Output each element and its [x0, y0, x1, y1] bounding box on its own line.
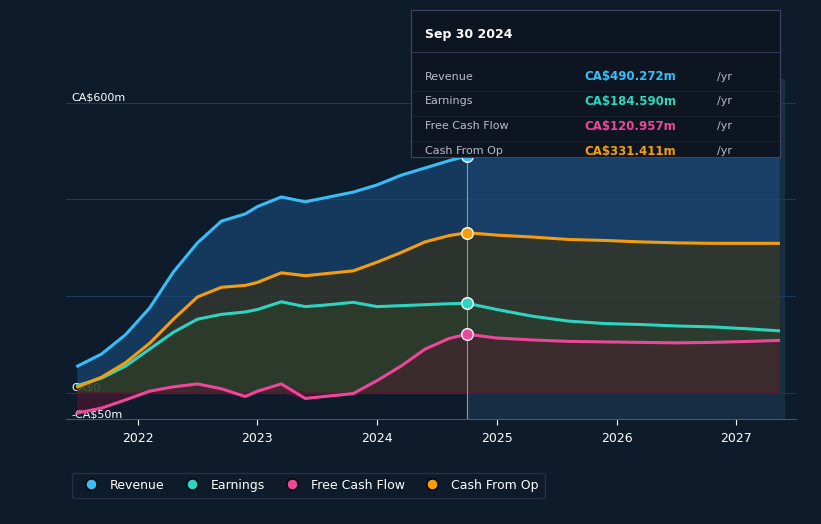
Text: /yr: /yr [718, 71, 732, 82]
Point [461, 228, 474, 237]
Text: CA$600m: CA$600m [71, 93, 126, 103]
Text: Analysts Forecasts: Analysts Forecasts [476, 85, 593, 98]
Text: CA$184.590m: CA$184.590m [585, 95, 677, 108]
Text: CA$490.272m: CA$490.272m [585, 70, 676, 83]
Text: Free Cash Flow: Free Cash Flow [425, 122, 509, 132]
Bar [467, 79, 784, 419]
Text: CA$0: CA$0 [71, 383, 101, 392]
Text: Sep 30 2024: Sep 30 2024 [425, 28, 513, 41]
Text: /yr: /yr [718, 96, 732, 106]
Point [461, 299, 474, 308]
Text: /yr: /yr [718, 146, 732, 156]
Text: Past: Past [435, 85, 461, 98]
Text: Cash From Op: Cash From Op [425, 146, 503, 156]
Text: CA$331.411m: CA$331.411m [585, 145, 676, 158]
Text: Earnings: Earnings [425, 96, 474, 106]
Text: /yr: /yr [718, 122, 732, 132]
Point [461, 152, 474, 160]
Point [461, 330, 474, 339]
Text: CA$120.957m: CA$120.957m [585, 120, 676, 133]
Text: -CA$50m: -CA$50m [71, 409, 123, 419]
Legend: Revenue, Earnings, Free Cash Flow, Cash From Op: Revenue, Earnings, Free Cash Flow, Cash … [72, 473, 545, 498]
Text: Revenue: Revenue [425, 71, 474, 82]
